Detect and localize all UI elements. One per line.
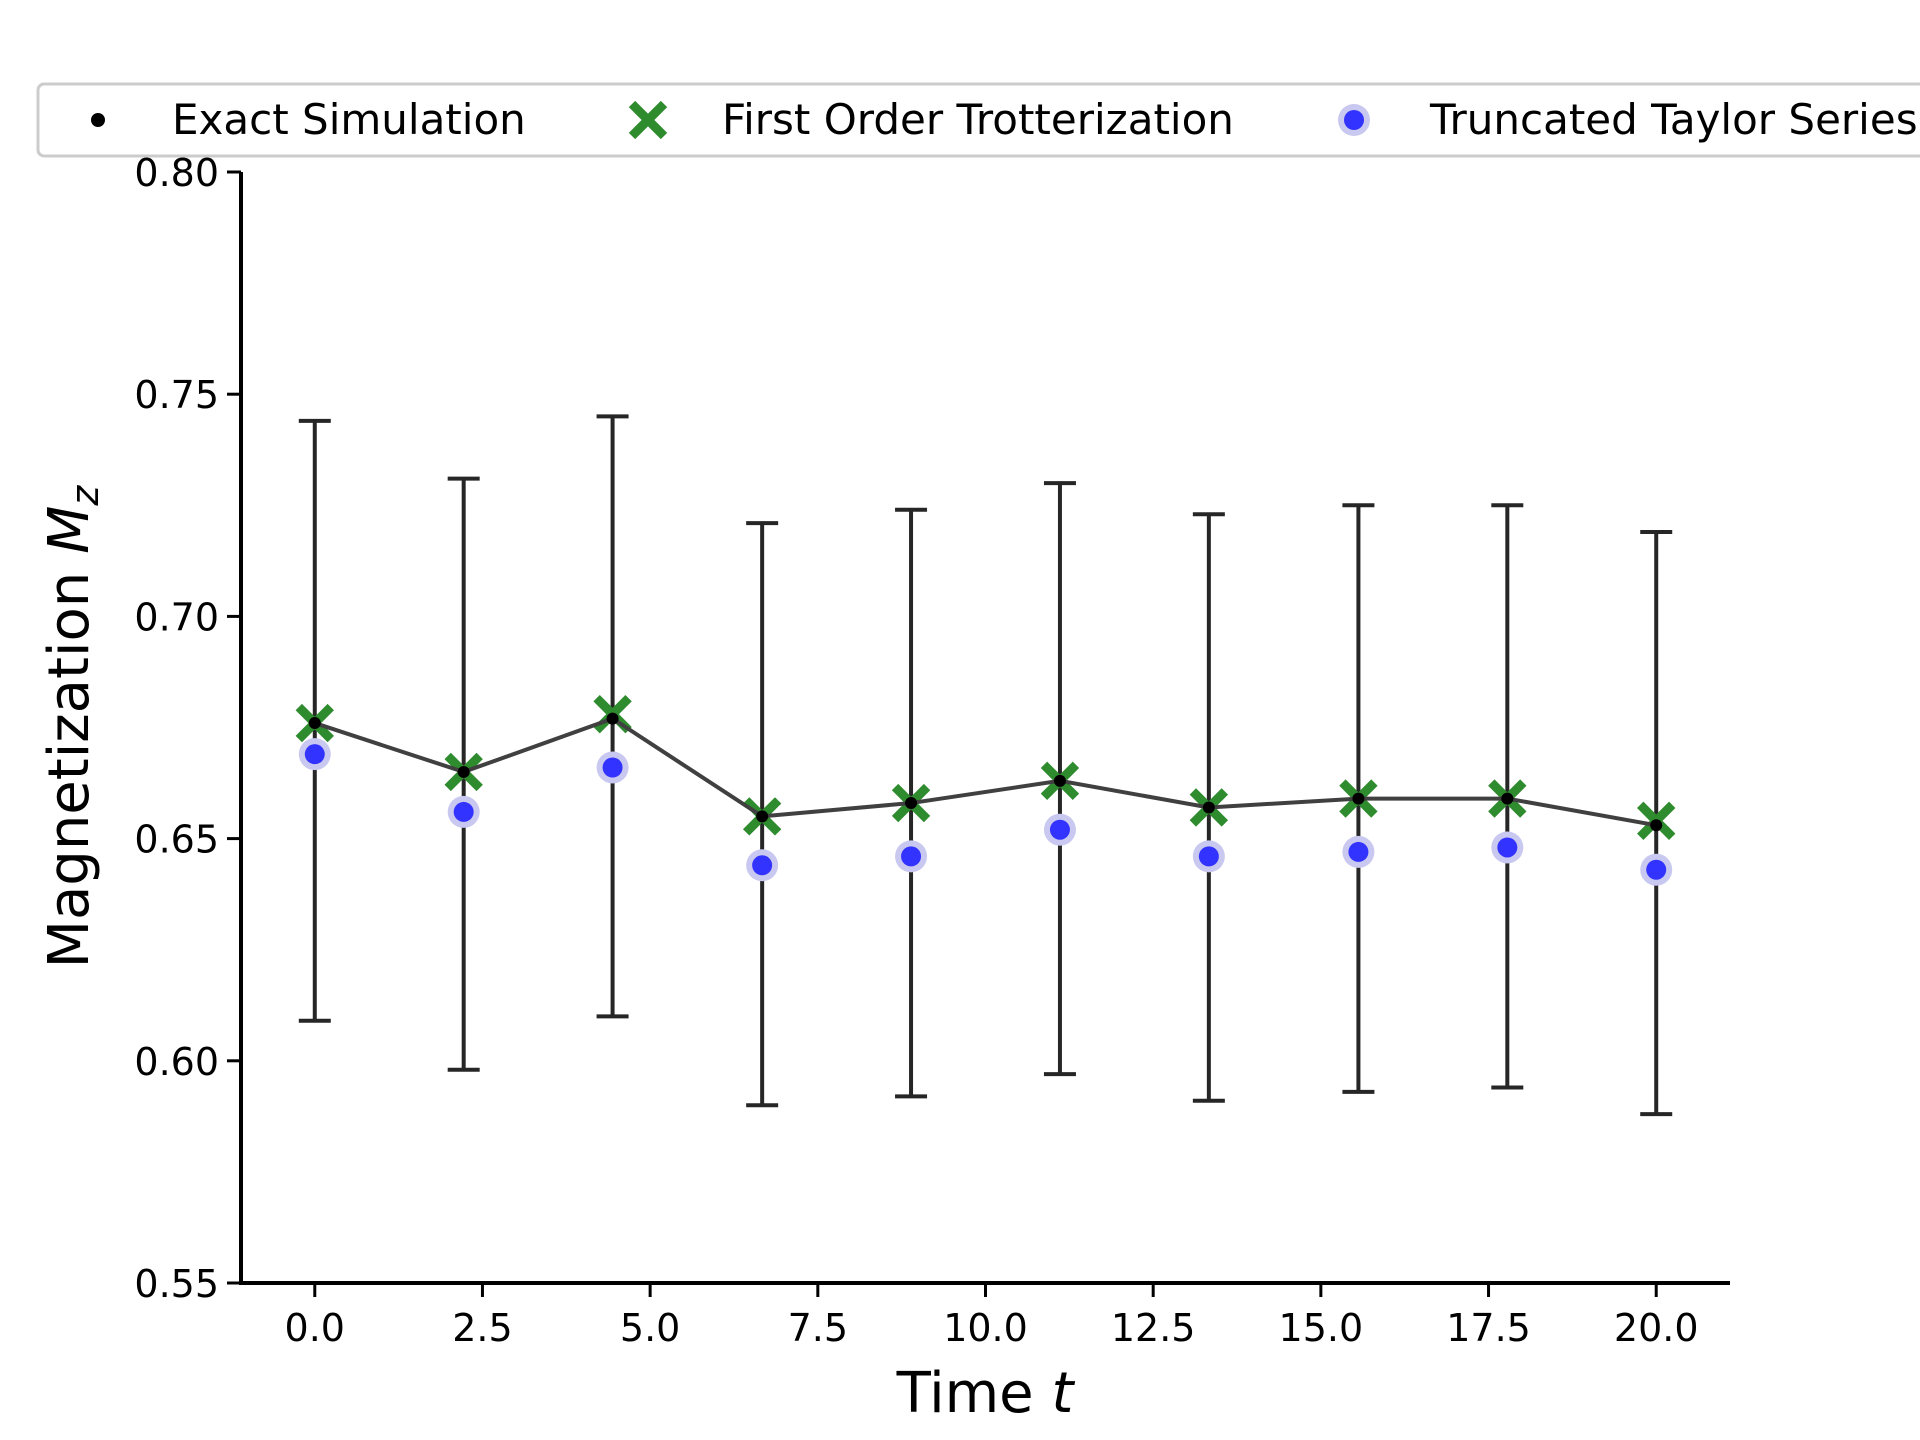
taylor-point-dot — [602, 757, 623, 778]
legend-label-trotter: First Order Trotterization — [722, 95, 1234, 144]
taylor-point-dot — [1049, 819, 1070, 840]
taylor-point — [1640, 853, 1673, 886]
legend-marker-trotter — [628, 100, 668, 140]
y-axis-label-variable: M — [37, 506, 102, 554]
y-tick-label: 0.65 — [134, 818, 219, 862]
x-axis-label-variable: t — [1051, 1361, 1075, 1426]
exact-point — [1352, 792, 1365, 805]
taylor-point — [746, 849, 779, 882]
exact-point — [1501, 792, 1514, 805]
x-tick-label: 20.0 — [1614, 1306, 1699, 1350]
exact-point — [1650, 819, 1663, 832]
x-tick-label: 12.5 — [1111, 1306, 1196, 1350]
taylor-point-dot — [1198, 846, 1219, 867]
exact-point — [1053, 774, 1066, 787]
legend-frame — [36, 82, 1920, 158]
taylor-point-dot — [901, 846, 922, 867]
x-tick-label: 15.0 — [1279, 1306, 1364, 1350]
taylor-point — [1491, 831, 1524, 864]
legend: Exact Simulation First Order Trotterizat… — [36, 82, 1920, 158]
taylor-point — [447, 795, 480, 828]
y-tick-label: 0.75 — [134, 373, 219, 417]
y-ticks: 0.55 0.60 0.65 0.70 0.75 0.80 — [134, 151, 241, 1306]
exact-point — [905, 797, 918, 810]
y-tick-label: 0.55 — [134, 1262, 219, 1306]
exact-point — [1202, 801, 1215, 814]
legend-label-taylor: Truncated Taylor Series — [1429, 95, 1918, 144]
taylor-point-dot — [1348, 841, 1369, 862]
plot-area — [295, 414, 1676, 1117]
y-tick-label: 0.80 — [134, 151, 219, 195]
taylor-point-dot — [304, 744, 325, 765]
x-tick-label: 5.0 — [620, 1306, 680, 1350]
y-tick-label: 0.70 — [134, 595, 219, 639]
exact-point — [308, 717, 321, 730]
x-tick-label: 7.5 — [788, 1306, 848, 1350]
taylor-point — [1043, 813, 1076, 846]
y-axis-label: Magnetization Mz — [37, 485, 107, 969]
exact-series-line — [314, 716, 1657, 828]
exact-point — [756, 810, 769, 823]
legend-label-exact: Exact Simulation — [172, 95, 526, 144]
taylor-point-dot — [1646, 859, 1667, 880]
taylor-point — [895, 840, 928, 873]
legend-marker-taylor — [1338, 104, 1370, 136]
x-axis-label: Time t — [896, 1361, 1076, 1426]
exact-point — [457, 765, 470, 778]
x-tick-label: 10.0 — [943, 1306, 1028, 1350]
taylor-point — [1342, 835, 1375, 868]
x-tick-label: 2.5 — [452, 1306, 512, 1350]
exact-point — [606, 712, 619, 725]
y-axis-label-text: Magnetization — [37, 572, 102, 969]
taylor-point — [596, 751, 629, 784]
legend-marker-exact — [91, 113, 105, 127]
x-tick-label: 17.5 — [1446, 1306, 1531, 1350]
y-tick-label: 0.60 — [134, 1040, 219, 1084]
taylor-point — [1192, 840, 1225, 873]
taylor-point-dot — [453, 801, 474, 822]
taylor-point-dot — [752, 855, 773, 876]
y-axis-label-subscript: z — [63, 485, 107, 507]
x-tick-label: 0.0 — [285, 1306, 345, 1350]
taylor-point — [298, 738, 331, 771]
x-axis-label-text: Time — [896, 1361, 1034, 1426]
taylor-point-dot — [1497, 837, 1518, 858]
x-ticks: 0.0 2.5 5.0 7.5 10.0 12.5 15.0 17.5 20.0 — [285, 1283, 1699, 1350]
